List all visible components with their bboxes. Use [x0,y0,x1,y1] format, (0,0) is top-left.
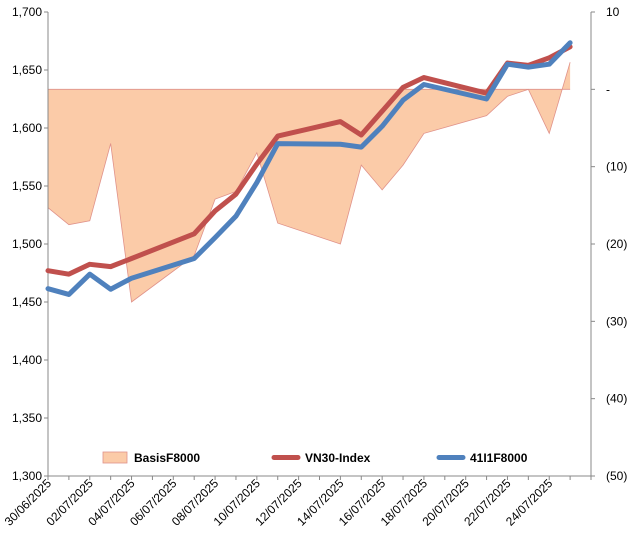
y-left-tick-label: 1,650 [12,63,42,77]
y-left-tick-label: 1,500 [12,237,42,251]
legend-label-41i1f8000: 41I1F8000 [470,451,528,465]
basis-area-edge [47,62,571,303]
y-left-tick-label: 1,300 [12,469,42,483]
legend-swatch-basis [102,451,128,464]
legend: BasisF8000 VN30-Index 41I1F8000 [102,451,528,465]
y-left-tick-label: 1,550 [12,179,42,193]
legend-label-vn30: VN30-Index [305,451,371,465]
y-right-tick-label: (30) [606,314,627,328]
y-right-tick-label: 10 [606,5,620,19]
y-left-tick-label: 1,600 [12,121,42,135]
y-left-tick-label: 1,400 [12,353,42,367]
y-left-tick-label: 1,700 [12,5,42,19]
y-right-tick-label: (50) [606,469,627,483]
legend-label-basis: BasisF8000 [134,451,200,465]
y-right-tick-label: (40) [606,392,627,406]
y-right-tick-label: (20) [606,237,627,251]
basis-area-layer [47,62,571,303]
y-right-tick-label: - [606,82,610,96]
basis-area [48,62,571,303]
y-left-tick-label: 1,450 [12,295,42,309]
y-right-tick-label: (10) [606,160,627,174]
y-left-tick-label: 1,350 [12,411,42,425]
41i1f8000-line [45,40,573,297]
index-lines-layer [45,40,573,297]
